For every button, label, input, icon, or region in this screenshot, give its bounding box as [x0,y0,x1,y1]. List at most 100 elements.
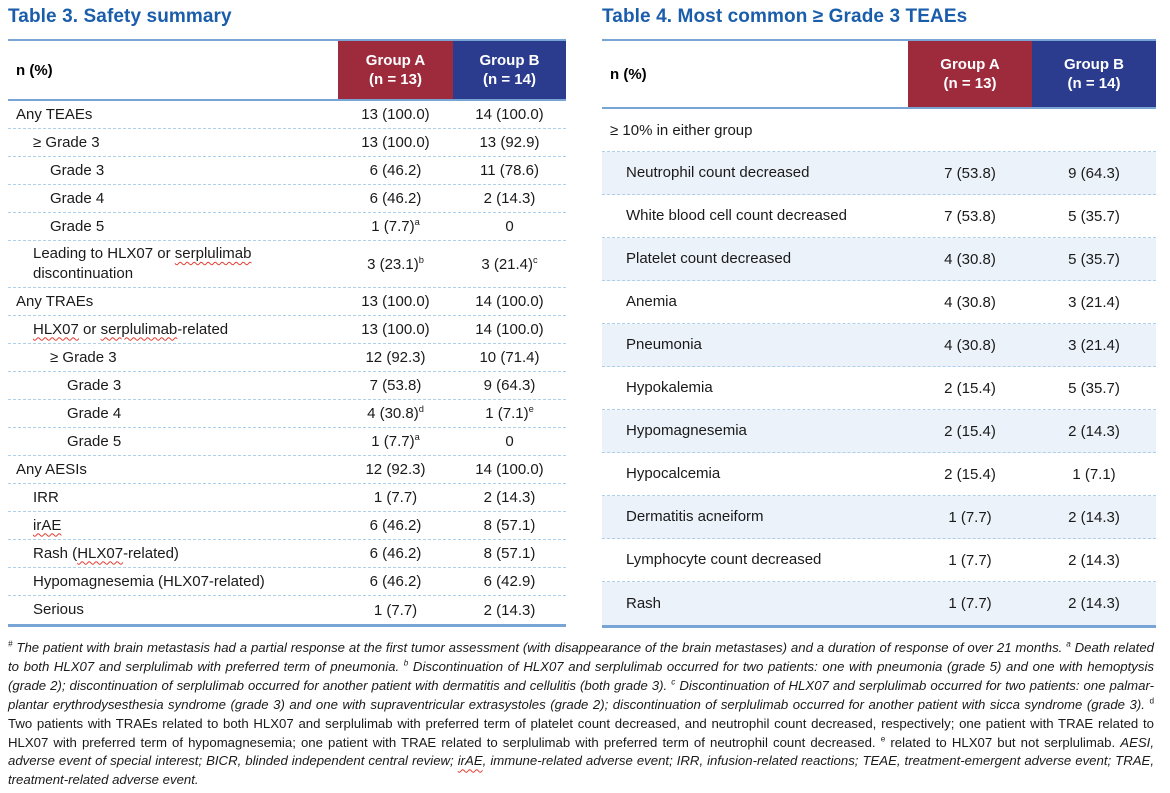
row-label: Any TRAEs [16,292,94,310]
row-label: White blood cell count decreased [626,207,847,224]
table4-n-percent-header: n (%) [610,65,647,83]
group-a-value: 4 (30.8) [944,250,996,268]
safety-summary-column: Table 3. Safety summary n (%) Group A (n… [8,4,566,628]
group-b-value: 2 (14.3) [1068,595,1120,612]
threshold-span-row: ≥ 10% in either group [602,109,1156,152]
table4-title: Table 4. Most common ≥ Grade 3 TEAEs [602,6,968,27]
group-b-value: 11 (78.6) [480,162,539,179]
table3-title: Table 3. Safety summary [8,6,232,27]
group-b-value: 3 (21.4) [1068,293,1120,311]
footnote-segment: c Discontinuation of HLX07 and serplulim… [8,677,1154,712]
table4-body: Neutrophil count decreased 7 (53.8) 9 (64.… [602,152,1156,625]
row-label: HLX07 or serplulimab-related [33,320,229,338]
table-row: Anemia 4 (30.8) 3 (21.4) [602,281,1156,324]
group-b-value: 13 (92.9) [479,134,540,151]
footnote-segment: d Two patients with TRAEs related to bot… [8,696,1154,750]
group-a-value: 12 (92.3) [365,349,426,366]
group-b-value: 2 (14.3) [483,601,536,619]
group-a-value: 1 (7.7) [948,595,992,612]
footnote: # The patient with brain metastasis had … [8,639,1156,790]
group-b-value: 3 (21.4)c [481,254,538,273]
table-row: Hypomagnesemia 2 (15.4) 2 (14.3) [602,410,1156,453]
group-b-name: Group B [479,52,540,69]
group-b-n: (n = 14) [1067,75,1121,92]
group-b-value: 0 [505,218,514,235]
group-a-value: 4 (30.8)d [367,404,424,422]
table-row: Lymphocyte count decreased 1 (7.7) 2 (14.3… [602,539,1156,582]
table-row: IRR 1 (7.7) 2 (14.3) [8,484,566,512]
group-a-value: 6 (46.2) [369,545,422,562]
group-b-value: 9 (64.3) [1068,164,1120,182]
group-b-value: 3 (21.4) [1068,336,1120,354]
group-a-value: 6 (46.2) [369,573,422,590]
group-a-value: 7 (53.8) [369,377,422,394]
group-a-value: 6 (46.2) [369,190,422,207]
table3-group-a-header: Group A (n = 13) [338,41,453,99]
table-row: Platelet count decreased 4 (30.8) 5 (35.7) [602,238,1156,281]
table4-group-b-header: Group B (n = 14) [1032,41,1156,107]
row-label: Serious [33,601,84,618]
row-label: Rash (HLX07-related) [33,544,179,562]
table3-body: Any TEAEs 13 (100.0) 14 (100.0) ≥ Grade 3 13… [8,101,566,624]
table-row: Grade 4 6 (46.2) 2 (14.3) [8,185,566,213]
row-label: Rash [626,594,662,612]
group-b-value: 14 (100.0) [475,461,544,478]
group-b-value: 2 (14.3) [1068,508,1120,526]
footnote-segment: e related to HLX07 but not serplulimab. [880,734,1121,750]
row-label: Any TEAEs [16,105,93,123]
group-a-value: 1 (7.7)a [371,217,420,235]
group-a-value: 2 (15.4) [944,379,996,397]
group-b-value: 2 (14.3) [483,190,536,207]
group-b-value: 2 (14.3) [483,489,536,506]
group-b-value: 1 (7.1)e [485,404,534,422]
table-row: Any TEAEs 13 (100.0) 14 (100.0) [8,101,566,129]
group-a-value: 13 (100.0) [361,106,430,123]
group-b-value: 6 (42.9) [483,573,536,590]
grade3-teae-column: Table 4. Most common ≥ Grade 3 TEAEs n (… [602,4,1156,628]
two-table-layout: Table 3. Safety summary n (%) Group A (n… [8,4,1156,628]
group-a-value: 7 (53.8) [944,207,996,225]
table-row: ≥ Grade 3 12 (92.3) 10 (71.4) [8,344,566,372]
group-a-name: Group A [940,56,1000,73]
row-label: Grade 4 [50,189,105,207]
table-row: Any AESIs 12 (92.3) 14 (100.0) [8,456,566,484]
group-b-name: Group B [1064,56,1124,73]
table-row: HLX07 or serplulimab-related 13 (100.0) 14… [8,316,566,344]
footnote-segment: b Discontinuation of HLX07 and serplulim… [8,658,1154,693]
table-row: Grade 3 7 (53.8) 9 (64.3) [8,372,566,400]
safety-summary-table: n (%) Group A (n = 13) Group B (n = 14) … [8,39,566,627]
group-a-value: 2 (15.4) [944,465,996,483]
row-label: Anemia [626,293,677,310]
group-a-value: 7 (53.8) [944,164,996,182]
row-label: Hypocalcemia [626,465,721,482]
table3-n-percent-header: n (%) [16,61,53,79]
group-b-value: 8 (57.1) [483,545,536,562]
group-a-value: 6 (46.2) [369,517,422,534]
group-b-value: 5 (35.7) [1068,379,1120,397]
group-a-n: (n = 13) [369,71,422,88]
row-label: Dermatitis acneiform [626,508,764,525]
row-label: IRR [33,488,59,506]
table-row: Grade 5 1 (7.7)a 0 [8,213,566,241]
table-row: Rash (HLX07-related) 6 (46.2) 8 (57.1) [8,540,566,568]
table-row: Hypomagnesemia (HLX07-related) 6 (46.2) 6 … [8,568,566,596]
row-label: Platelet count decreased [626,250,792,267]
table-row: Hypocalcemia 2 (15.4) 1 (7.1) [602,453,1156,496]
table-row: irAE 6 (46.2) 8 (57.1) [8,512,566,540]
group-b-value: 14 (100.0) [475,293,544,310]
table4-header-row: n (%) Group A (n = 13) Group B (n = 14) [602,41,1156,109]
row-label: Pneumonia [626,336,702,353]
group-b-value: 14 (100.0) [475,106,544,123]
footnote-segment: AESI, adverse event of special interest;… [8,734,1155,788]
row-label: Hypokalemia [626,379,713,396]
table-row: Neutrophil count decreased 7 (53.8) 9 (64.… [602,152,1156,195]
table-row: Serious 1 (7.7) 2 (14.3) [8,596,566,624]
table-row: Any TRAEs 13 (100.0) 14 (100.0) [8,288,566,316]
row-label: ≥ Grade 3 [33,133,100,151]
group-b-value: 0 [505,433,514,450]
table-row: Grade 5 1 (7.7)a 0 [8,428,566,456]
table-row: Leading to HLX07 or serplulimab disconti… [8,241,566,288]
table-row: Hypokalemia 2 (15.4) 5 (35.7) [602,367,1156,410]
row-label: Grade 3 [50,161,105,179]
